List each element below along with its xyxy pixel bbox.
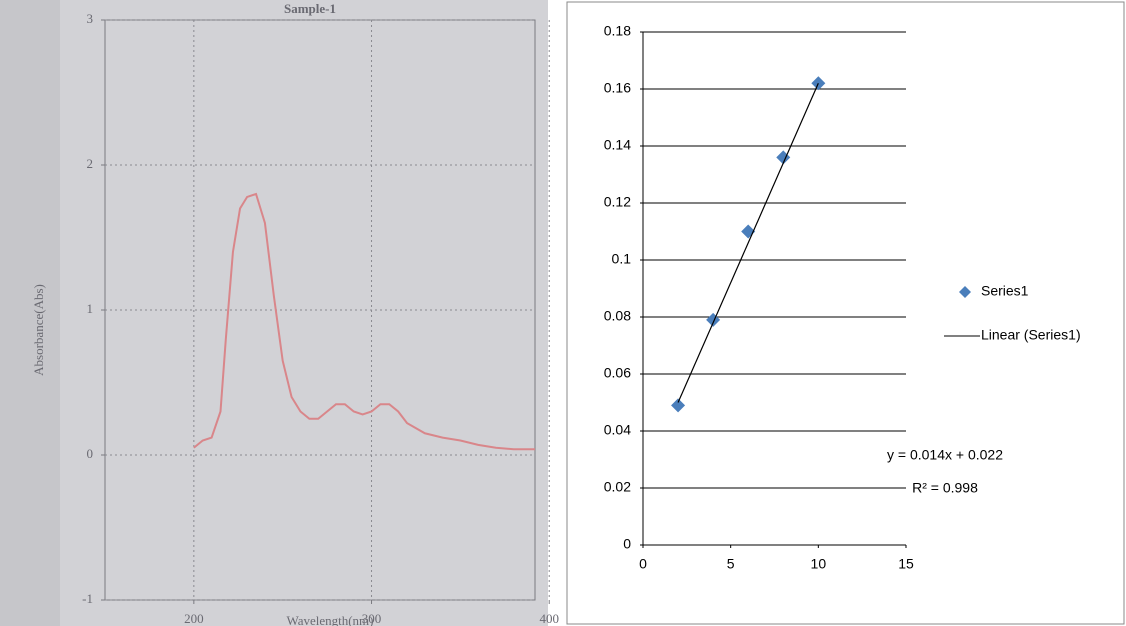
y-axis-title: Absorbance(Abs) [31, 284, 46, 376]
chart-panel [567, 2, 1124, 624]
x-tick-label: 15 [898, 556, 914, 572]
y-tick-label: 3 [87, 11, 94, 26]
y-tick-label: 0.14 [604, 137, 631, 153]
legend-label: Series1 [981, 283, 1029, 299]
x-tick-label: 0 [639, 556, 647, 572]
x-axis-title: Wavelength(nm) [286, 613, 373, 626]
y-tick-label: -1 [82, 591, 93, 606]
y-tick-label: 0.02 [604, 479, 631, 495]
y-tick-label: 0 [87, 446, 94, 461]
y-tick-label: 0.04 [604, 422, 631, 438]
x-tick-label: 5 [727, 556, 735, 572]
equation: y = 0.014x + 0.022 [887, 447, 1003, 463]
y-tick-label: 0 [623, 536, 631, 552]
x-tick-label: 10 [811, 556, 827, 572]
chart-title: Sample-1 [284, 1, 336, 16]
x-tick-label: 200 [184, 611, 204, 626]
paper [60, 0, 548, 626]
x-tick-label: 300 [362, 611, 382, 626]
page: Sample-1 Absorbance(Abs) Wavelength(nm) … [0, 0, 1126, 626]
y-tick-label: 0.12 [604, 194, 631, 210]
y-tick-label: 0.06 [604, 365, 631, 381]
y-tick-label: 2 [87, 156, 94, 171]
y-tick-label: 0.16 [604, 80, 631, 96]
x-tick-label: 400 [539, 611, 559, 626]
y-tick-label: 0.1 [612, 251, 632, 267]
y-tick-label: 1 [87, 301, 94, 316]
y-tick-label: 0.08 [604, 308, 631, 324]
r-squared: R² = 0.998 [912, 480, 978, 496]
legend-label: Linear (Series1) [981, 327, 1081, 343]
chart: Sample-1 Absorbance(Abs) Wavelength(nm) … [0, 0, 1126, 626]
y-tick-label: 0.18 [604, 23, 631, 39]
